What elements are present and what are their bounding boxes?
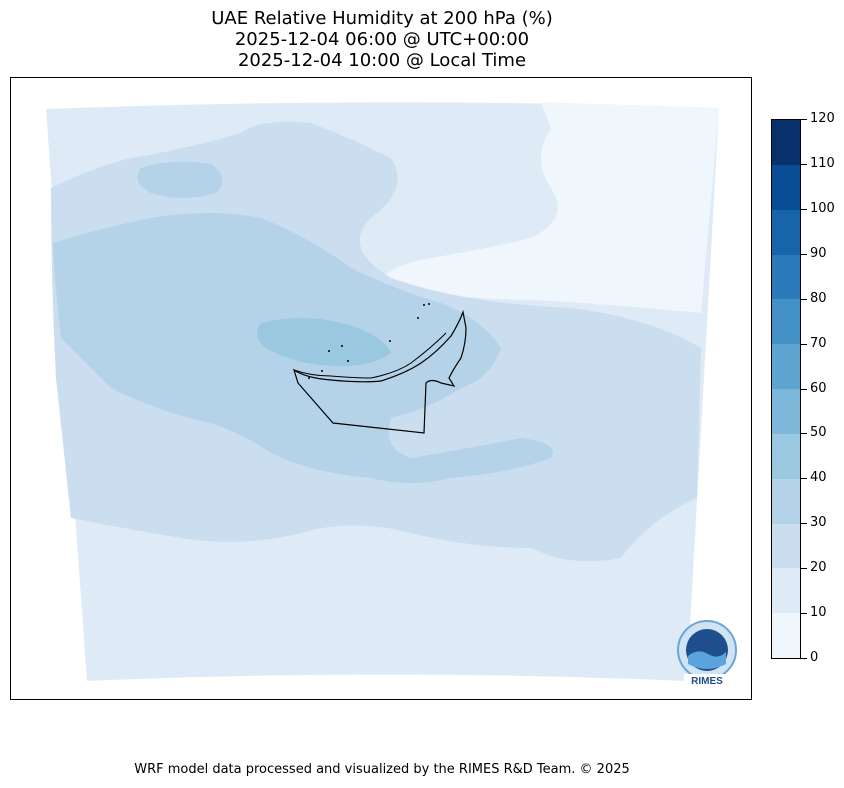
colorbar-tick-label: 120 — [810, 111, 835, 126]
colorbar-tick — [801, 208, 807, 210]
humidity-patch-40-50 — [257, 318, 391, 367]
title-line-3: 2025-12-04 10:00 @ Local Time — [237, 50, 527, 71]
colorbar-band — [772, 523, 800, 569]
footer-credit: WRF model data processed and visualized … — [134, 762, 630, 777]
colorbar-band — [772, 298, 800, 345]
humidity-map — [46, 102, 719, 682]
map-title: UAE Relative Humidity at 200 hPa (%) 202… — [10, 8, 754, 71]
colorbar-band — [772, 433, 800, 479]
colorbar-tick-label: 110 — [810, 155, 835, 171]
dry-region — [380, 102, 719, 313]
colorbar-tick — [801, 253, 807, 255]
uae-coast — [293, 332, 447, 379]
colorbar-tick — [801, 298, 807, 300]
colorbar-tick-label: 50 — [810, 425, 827, 441]
colorbar-tick-label: 100 — [810, 200, 835, 216]
colorbar-tick — [801, 523, 807, 525]
colorbar-band — [772, 388, 800, 434]
humidity-patch-30-40 — [137, 161, 223, 198]
colorbar-tick — [801, 478, 807, 480]
colorbar-tick-label: 0 — [810, 650, 819, 665]
colorbar-band — [772, 343, 800, 389]
colorbar-tick — [801, 433, 807, 435]
colorbar-band — [772, 567, 800, 614]
colorbar-tick — [801, 658, 807, 659]
colorbar-tick-label: 40 — [810, 470, 827, 486]
colorbar-tick — [801, 388, 807, 390]
colorbar-band — [772, 478, 800, 524]
colorbar-tick-label: 80 — [810, 290, 827, 306]
colorbar-band — [772, 164, 800, 210]
colorbar-tick — [801, 613, 807, 615]
colorbar-tick — [801, 163, 807, 165]
colorbar-tick — [801, 343, 807, 345]
title-line-2: 2025-12-04 06:00 @ UTC+00:00 — [234, 29, 530, 50]
colorbar-band — [772, 119, 800, 165]
colorbar-tick-label: 30 — [810, 515, 827, 531]
map-panel[interactable] — [10, 77, 752, 700]
colorbar — [771, 119, 801, 659]
title-line-1: UAE Relative Humidity at 200 hPa (%) — [211, 8, 553, 29]
colorbar-tick — [801, 119, 807, 120]
colorbar-band — [772, 254, 800, 300]
colorbar-band — [772, 209, 800, 255]
logo-text: RIMES — [691, 676, 723, 686]
colorbar-tick-label: 90 — [810, 245, 827, 261]
colorbar-tick-label: 60 — [810, 380, 827, 396]
colorbar-tick — [801, 568, 807, 570]
colorbar-band — [772, 612, 800, 658]
colorbar-tick-label: 10 — [810, 605, 827, 621]
colorbar-tick-label: 20 — [810, 560, 827, 576]
rimes-logo-icon: RIMES — [674, 620, 740, 687]
colorbar-tick-label: 70 — [810, 335, 827, 351]
uae-border — [292, 309, 467, 434]
